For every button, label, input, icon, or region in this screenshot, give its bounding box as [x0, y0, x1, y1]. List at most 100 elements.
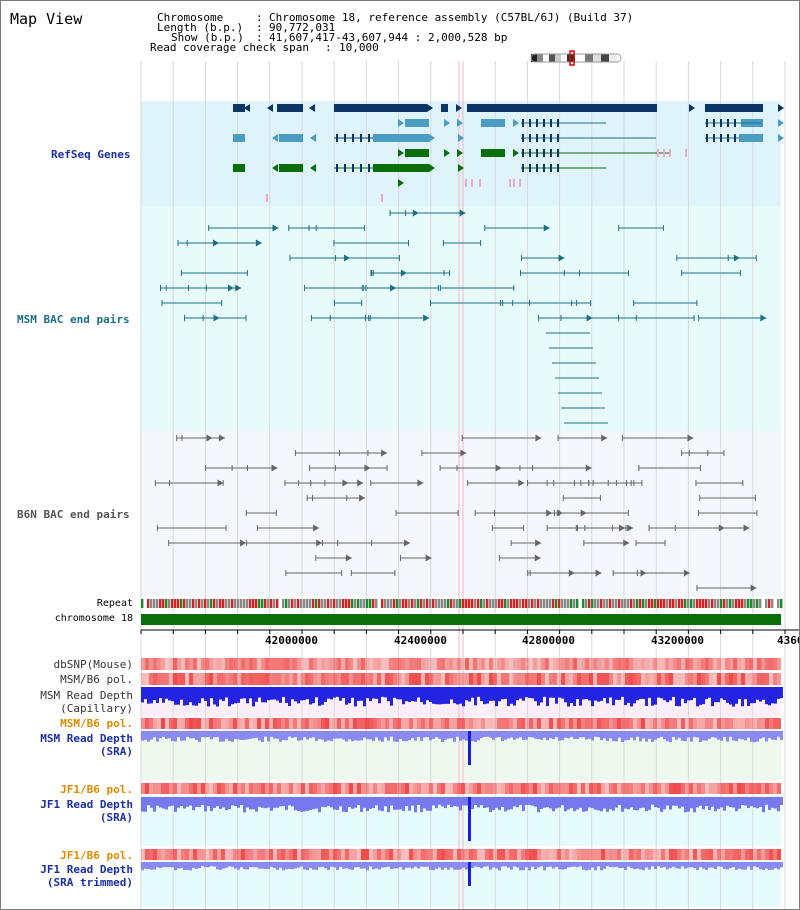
- jf1-b6-polymorphism: [673, 849, 677, 860]
- gene-strand-arrow: [359, 494, 366, 502]
- msm-sra-depth: [726, 731, 729, 742]
- repeat-mark: [204, 599, 207, 608]
- jf1-b6-polymorphism: [161, 783, 165, 794]
- msm-b6-polymorphism: [401, 718, 405, 729]
- gene-strand-arrow: [213, 314, 220, 322]
- msm-b6-polymorphism: [369, 673, 373, 685]
- repeat-mark: [558, 599, 561, 608]
- jf1-b6-polymorphism: [725, 783, 729, 794]
- jf1-b6-polymorphism: [617, 849, 621, 860]
- jf1-b6-polymorphism: [301, 849, 305, 860]
- msm-sra-depth: [231, 731, 234, 742]
- msm-capillary-depth: [468, 687, 471, 702]
- repeat-mark: [372, 599, 375, 608]
- msm-capillary-depth: [759, 687, 762, 702]
- repeat-mark: [525, 599, 528, 608]
- jf1-b6-polymorphism: [281, 849, 285, 860]
- dbsnp-density: [697, 658, 701, 670]
- repeat-mark: [618, 599, 621, 608]
- jf1-trimmed-depth: [177, 862, 180, 869]
- dbsnp-density: [361, 658, 365, 670]
- msm-b6-polymorphism: [697, 673, 701, 685]
- jf1-sra-depth: [420, 797, 423, 813]
- jf1-sra-depth: [483, 797, 486, 808]
- jf1-b6-polymorphism: [225, 783, 229, 794]
- jf1-b6-polymorphism: [401, 783, 405, 794]
- msm-capillary-depth: [327, 687, 330, 699]
- repeat-mark: [702, 599, 705, 608]
- jf1-b6-polymorphism: [405, 849, 409, 860]
- msm-sra-depth: [495, 731, 498, 738]
- gene-exon: [279, 134, 303, 142]
- dbsnp-density: [613, 658, 617, 670]
- jf1-b6-polymorphism: [201, 783, 205, 794]
- msm-sra-depth: [657, 731, 660, 738]
- msm-capillary-depth: [420, 687, 423, 703]
- jf1-sra-depth: [642, 797, 645, 808]
- jf1-sra-depth: [552, 797, 555, 812]
- jf1-b6-polymorphism: [697, 783, 701, 794]
- jf1-b6-polymorphism: [397, 849, 401, 860]
- jf1-b6-polymorphism: [461, 783, 465, 794]
- gene-exon: [336, 134, 338, 142]
- msm-b6-polymorphism: [397, 673, 401, 685]
- msm-b6-polymorphism: [513, 673, 517, 685]
- jf1-b6-polymorphism: [217, 783, 221, 794]
- gene-marker-pink: [657, 149, 659, 157]
- msm-b6-polymorphism: [713, 673, 717, 685]
- jf1-b6-polymorphism: [553, 849, 557, 860]
- msm-sra-depth: [621, 731, 624, 743]
- gene-marker-pink: [471, 179, 473, 187]
- dbsnp-density: [437, 658, 441, 670]
- jf1-trimmed-depth: [510, 862, 513, 870]
- jf1-trimmed-depth: [561, 862, 564, 870]
- msm-sra-depth: [777, 731, 780, 737]
- msm-capillary-depth: [573, 687, 576, 707]
- msm-b6-polymorphism: [697, 718, 701, 729]
- jf1-trimmed-depth: [393, 862, 396, 869]
- gene-strand-arrow: [404, 539, 411, 547]
- msm-sra-depth: [411, 731, 414, 739]
- jf1-sra-depth: [165, 797, 168, 810]
- jf1-b6-polymorphism: [269, 783, 273, 794]
- gene-strand-arrow: [623, 539, 630, 547]
- repeat-mark: [231, 599, 234, 608]
- jf1-sra-depth: [759, 797, 762, 807]
- jf1-trimmed-depth: [267, 862, 270, 869]
- repeat-mark: [489, 599, 492, 608]
- jf1-sra-depth: [396, 797, 399, 810]
- jf1-b6-polymorphism: [361, 783, 365, 794]
- jf1-sra-depth: [294, 797, 297, 811]
- dbsnp-density: [189, 658, 193, 670]
- jf1-sra-depth: [216, 797, 219, 807]
- repeat-mark: [543, 599, 546, 608]
- msm-b6-polymorphism: [237, 673, 241, 685]
- jf1-b6-polymorphism: [485, 783, 489, 794]
- repeat-mark: [417, 599, 420, 608]
- msm-b6-polymorphism: [245, 673, 249, 685]
- msm-sra-depth: [543, 731, 546, 738]
- msm-sra-depth: [426, 731, 429, 737]
- msm-b6-polymorphism: [613, 718, 617, 729]
- gene-exon: [279, 164, 303, 172]
- msm-sra-depth: [516, 731, 519, 739]
- jf1-b6-polymorphism: [141, 783, 145, 794]
- msm-capillary-depth: [588, 687, 591, 701]
- jf1-trimmed-depth: [399, 862, 402, 868]
- track-label-msm-read-depth: MSM Read Depth: [40, 689, 133, 702]
- jf1-sra-depth: [369, 797, 372, 809]
- jf1-sra-depth: [375, 797, 378, 806]
- jf1-trimmed-depth: [222, 862, 225, 869]
- msm-capillary-depth: [558, 687, 561, 698]
- jf1-trimmed-depth: [645, 862, 648, 868]
- msm-sra-depth: [438, 731, 441, 739]
- msm-b6-polymorphism: [669, 718, 673, 729]
- repeat-mark: [309, 599, 312, 608]
- msm-b6-polymorphism: [661, 718, 665, 729]
- jf1-b6-polymorphism: [537, 783, 541, 794]
- msm-sra-depth: [747, 731, 750, 738]
- msm-b6-polymorphism: [621, 718, 625, 729]
- jf1-b6-polymorphism: [149, 783, 153, 794]
- msm-b6-polymorphism: [589, 673, 593, 685]
